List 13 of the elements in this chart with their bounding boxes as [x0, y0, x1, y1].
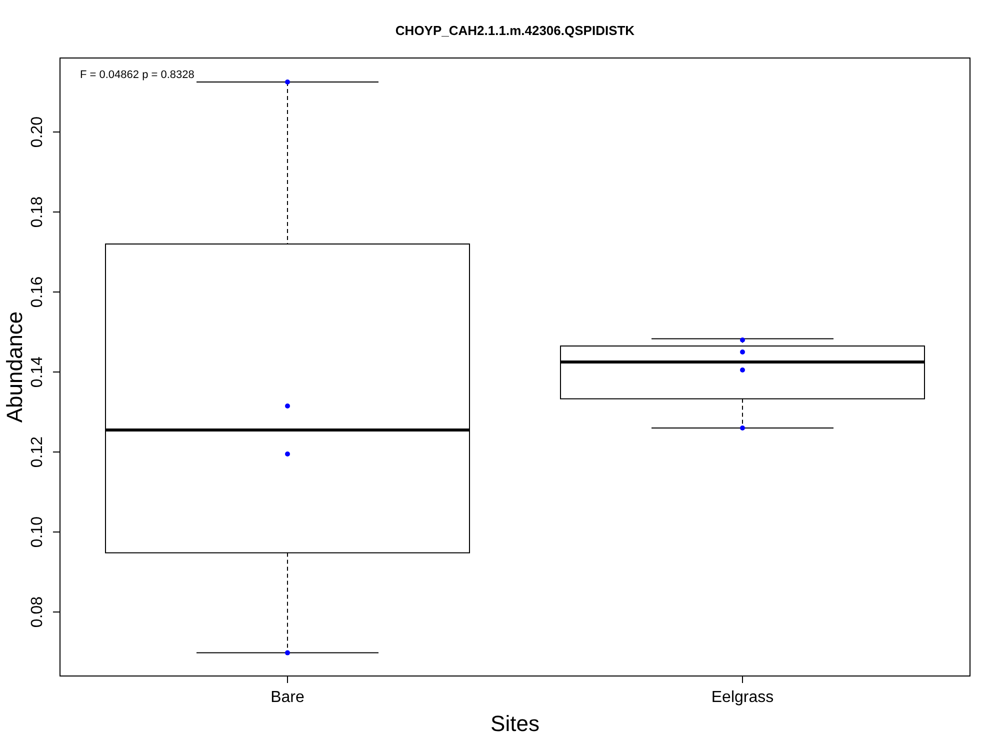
y-tick-label: 0.20 [29, 116, 46, 148]
y-tick-label: 0.08 [29, 596, 46, 628]
annotation: F = 0.04862 p = 0.8328 [80, 69, 194, 81]
y-tick-label: 0.16 [29, 276, 46, 308]
x-axis-title: Sites [490, 711, 540, 736]
y-tick-label: 0.12 [29, 436, 46, 468]
y-tick-label: 0.10 [29, 516, 46, 548]
y-axis-title: Abundance [2, 311, 27, 423]
y-tick-label: 0.14 [29, 356, 46, 388]
x-tick-label: Bare [270, 689, 304, 706]
chart-title: CHOYP_CAH2.1.1.m.42306.QSPIDISTK [395, 23, 636, 38]
y-tick-label: 0.18 [29, 196, 46, 228]
x-tick-label: Eelgrass [711, 689, 774, 706]
